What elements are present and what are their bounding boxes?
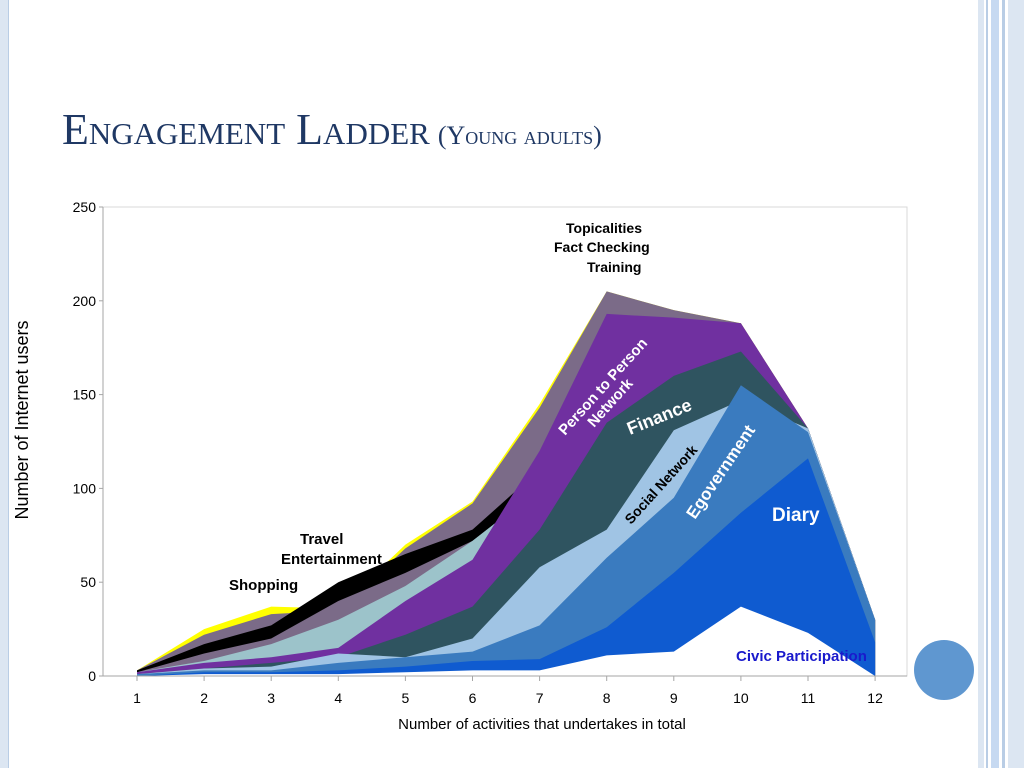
label-entertainment: Entertainment <box>281 551 382 568</box>
y-axis-label: Number of Internet users <box>12 320 32 519</box>
x-tick-label: 11 <box>801 690 816 706</box>
y-tick-label: 250 <box>73 199 97 215</box>
area-civic <box>137 606 876 676</box>
y-tick-label: 0 <box>88 668 96 684</box>
x-tick-label: 7 <box>536 690 544 706</box>
frame-stripe <box>986 0 988 768</box>
decorative-circle <box>914 640 974 700</box>
label-diary: Diary <box>772 505 820 526</box>
x-tick-label: 2 <box>200 690 208 706</box>
frame-stripe <box>1002 0 1005 768</box>
x-tick-label: 6 <box>469 690 477 706</box>
x-tick-label: 1 <box>133 690 141 706</box>
slide-title: Engagement Ladder (Young adults) <box>62 104 602 155</box>
label-training: Training <box>587 259 641 275</box>
area-diary <box>137 458 876 676</box>
label-shopping: Shopping <box>229 577 298 594</box>
frame-stripe <box>991 0 999 768</box>
x-tick-label: 4 <box>334 690 342 706</box>
label-travel: Travel <box>300 531 343 548</box>
y-tick-label: 100 <box>73 480 97 496</box>
x-axis-label: Number of activities that undertakes in … <box>398 716 686 733</box>
x-tick-label: 12 <box>867 690 883 706</box>
frame-stripe <box>978 0 984 768</box>
slide-frame-left <box>0 0 9 768</box>
chart-areas <box>137 291 876 676</box>
x-tick-label: 8 <box>603 690 611 706</box>
y-tick-label: 150 <box>73 387 97 403</box>
x-tick-label: 10 <box>733 690 749 706</box>
x-tick-label: 9 <box>670 690 678 706</box>
frame-stripe <box>1008 0 1024 768</box>
label-fact-checking: Fact Checking <box>554 239 650 255</box>
title-main: Engagement Ladder <box>62 105 430 154</box>
y-tick-label: 50 <box>80 574 96 590</box>
label-topicalities: Topicalities <box>566 220 642 236</box>
x-tick-label: 3 <box>267 690 275 706</box>
slide-frame-right <box>978 0 1024 768</box>
title-subtitle: (Young adults) <box>437 121 602 150</box>
label-civic: Civic Participation <box>736 648 867 665</box>
y-tick-label: 200 <box>73 293 97 309</box>
x-tick-label: 5 <box>402 690 410 706</box>
